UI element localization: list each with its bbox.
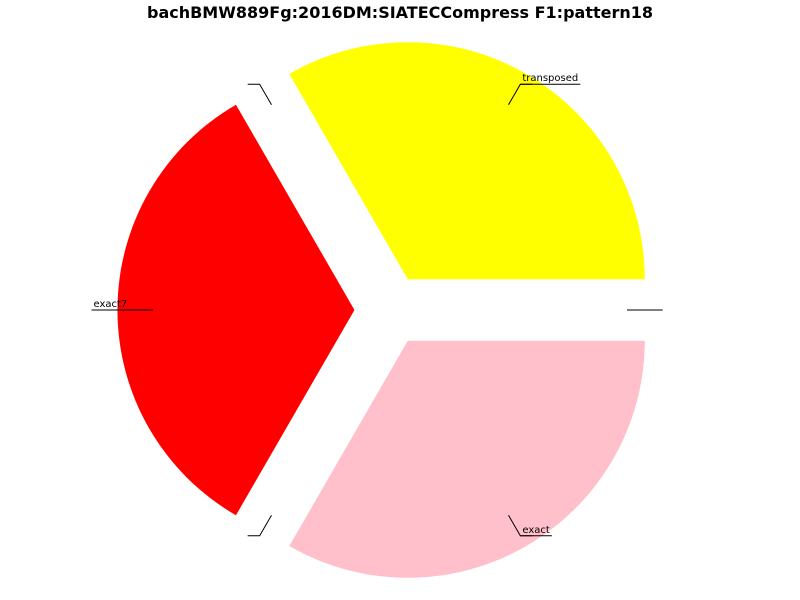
slice-label-transposed: transposed (522, 73, 578, 84)
slice-label-exact: exact (522, 525, 550, 536)
leader-line-unlabeled-1 (247, 83, 272, 106)
chart-title: bachBMW889Fg:2016DM:SIATECCompress F1:pa… (146, 3, 654, 22)
leader-line-unlabeled-3 (247, 514, 272, 537)
pie-labels: transposed exact7 exact (91, 73, 663, 537)
slice-label-exact7: exact7 (93, 299, 127, 310)
pie-slice-exact (289, 340, 645, 578)
pie-slice-transposed (289, 42, 645, 280)
pie-slice-exact7 (117, 104, 355, 516)
pie-slices (117, 42, 645, 578)
